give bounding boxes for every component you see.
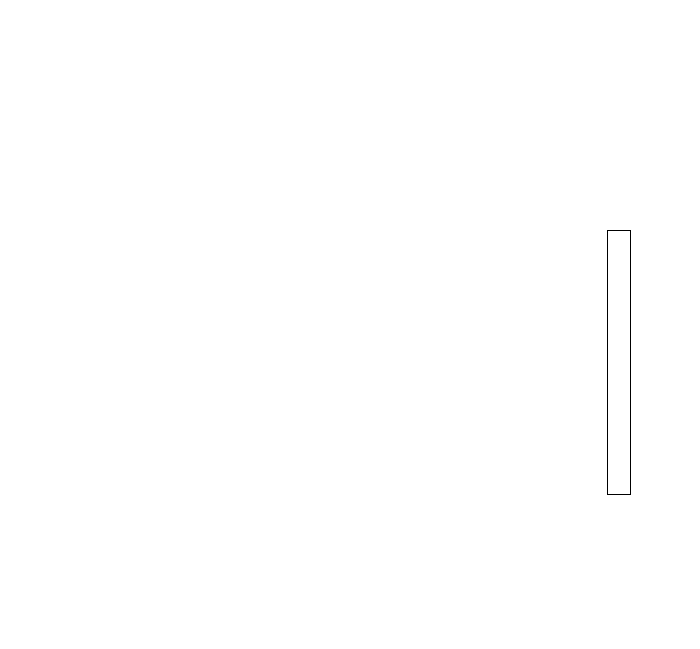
- colorbar: [607, 230, 631, 495]
